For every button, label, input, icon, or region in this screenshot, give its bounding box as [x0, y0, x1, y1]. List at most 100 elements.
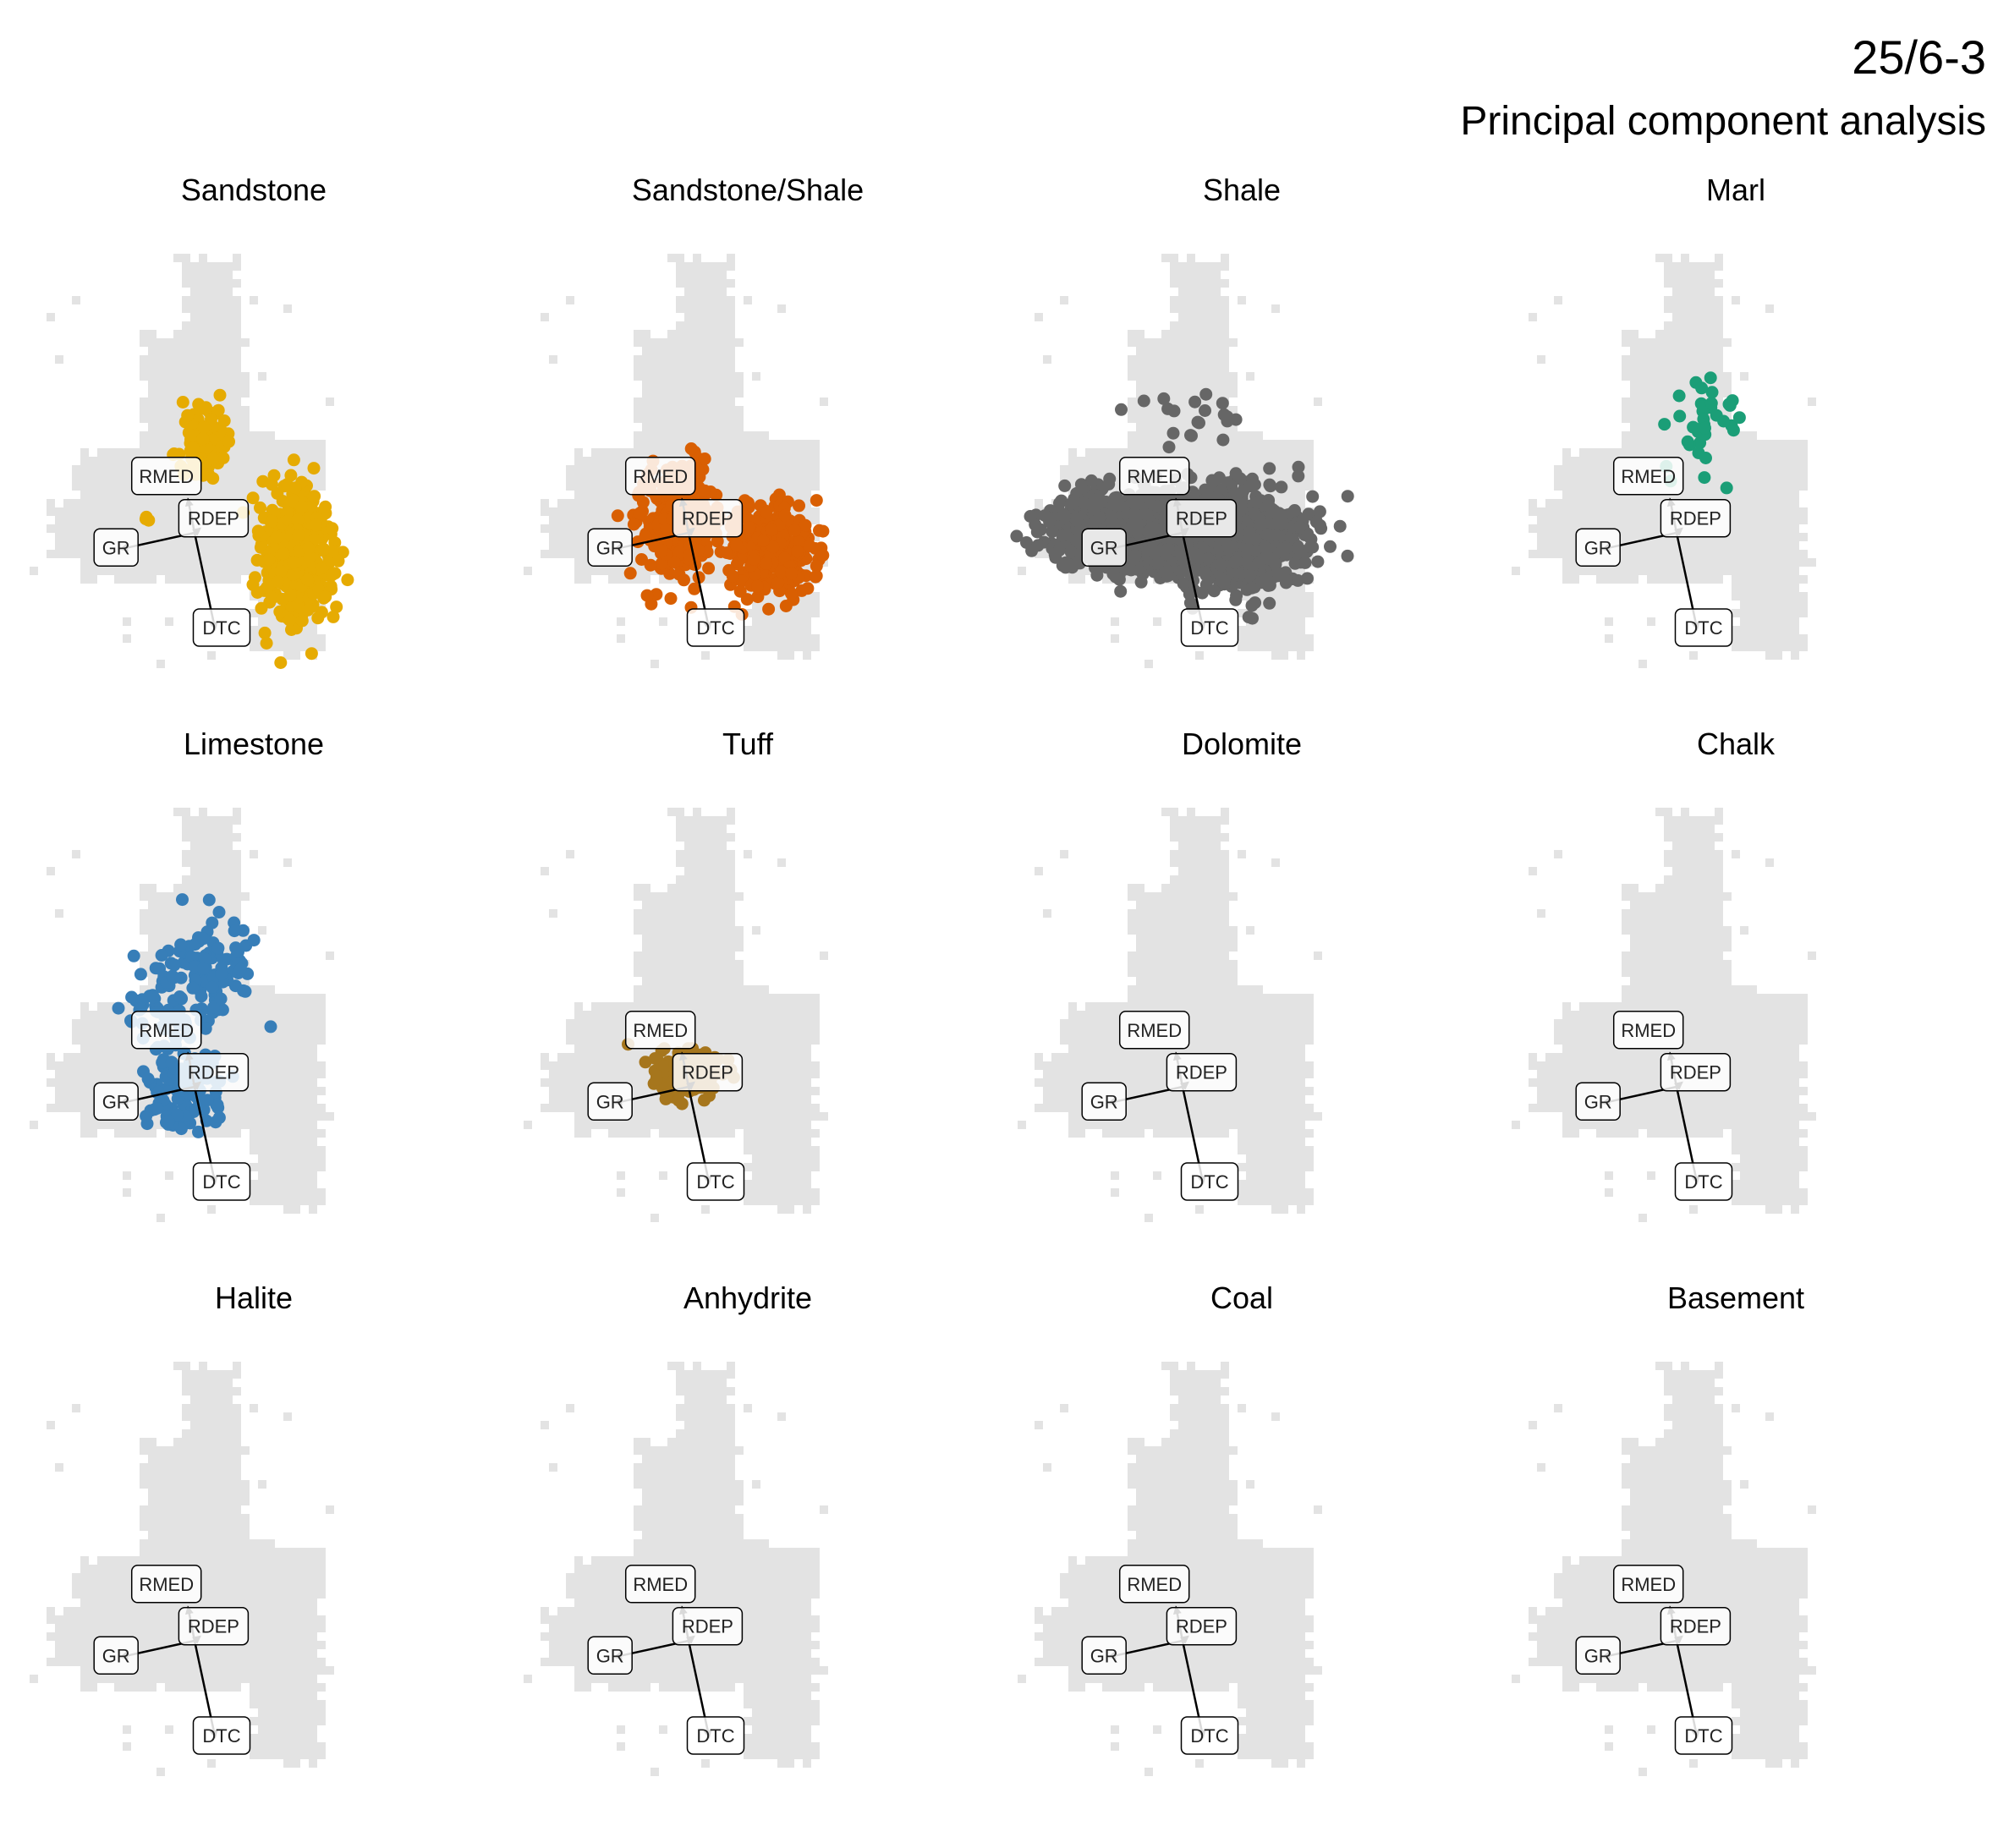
density-cell [574, 524, 583, 533]
density-cell [1153, 398, 1161, 406]
density-cell [693, 389, 701, 398]
density-cell [241, 406, 250, 414]
density-cell [1195, 482, 1204, 491]
density-cell [718, 575, 727, 584]
density-cell [1170, 381, 1178, 389]
density-cell [224, 330, 233, 338]
density-cell [317, 634, 326, 643]
density-cell [173, 406, 182, 414]
density-cell [292, 448, 300, 457]
density-cell [752, 482, 760, 491]
density-cell [190, 558, 199, 567]
density-cell [777, 609, 786, 617]
density-cell [1102, 465, 1111, 474]
density-cell [47, 550, 55, 558]
density-cell [549, 355, 557, 364]
density-cell [727, 296, 735, 304]
density-cell [292, 643, 300, 651]
density-cell [803, 592, 811, 600]
density-cell [106, 499, 114, 507]
density-cell [710, 364, 718, 372]
data-point [181, 409, 195, 422]
density-cell [1195, 288, 1204, 296]
density-cell [752, 643, 760, 651]
label-box [672, 498, 744, 538]
density-cell [224, 406, 233, 414]
density-cell [182, 381, 190, 389]
density-cell [317, 440, 326, 448]
density-cell [148, 550, 156, 558]
density-cell [55, 507, 63, 516]
density-cell [207, 389, 216, 398]
label-text: RDEP [188, 508, 239, 529]
density-cell [642, 448, 650, 457]
density-cell [1144, 448, 1153, 457]
density-cell [608, 499, 617, 507]
density-cell [106, 482, 114, 491]
density-cell [727, 364, 735, 372]
density-cell [1305, 482, 1314, 491]
density-cell [173, 414, 182, 423]
density-cell [1212, 448, 1221, 457]
density-cell [224, 381, 233, 389]
density-cell [659, 575, 667, 584]
density-cell [727, 262, 735, 271]
density-cell [233, 279, 241, 288]
density-cell [148, 431, 156, 440]
density-cell [123, 465, 131, 474]
density-cell [777, 651, 786, 660]
density-cell [1161, 364, 1170, 372]
density-cell [89, 558, 97, 567]
density-cell [140, 558, 148, 567]
density-cell [283, 448, 292, 457]
density-cell [173, 364, 182, 372]
density-cell [794, 482, 803, 491]
density-cell [148, 423, 156, 431]
density-cell [718, 364, 727, 372]
density-cell [1187, 406, 1195, 414]
density-cell [1161, 423, 1170, 431]
density-cell [684, 338, 693, 347]
density-cell [524, 567, 532, 575]
density-cell [1161, 347, 1170, 355]
density-cell [1246, 448, 1254, 457]
density-cell [1170, 338, 1178, 347]
density-cell [1238, 643, 1246, 651]
density-cell [1187, 288, 1195, 296]
density-cell [224, 491, 233, 499]
density-cell [769, 482, 777, 491]
density-cell [1305, 600, 1314, 609]
label-box [686, 608, 745, 647]
density-cell [275, 457, 283, 465]
density-cell [1280, 634, 1288, 643]
density-cell [1212, 338, 1221, 347]
density-cell [710, 338, 718, 347]
data-point [766, 540, 780, 554]
density-cell [1263, 474, 1271, 482]
data-point [784, 587, 798, 600]
density-cell [1221, 347, 1229, 355]
density-cell [744, 448, 752, 457]
density-cell [55, 533, 63, 541]
density-cell [1136, 330, 1144, 338]
density-cell [1271, 499, 1280, 507]
density-cell [1161, 431, 1170, 440]
density-cell [182, 575, 190, 584]
density-cell [114, 474, 123, 482]
density-cell [80, 524, 89, 533]
density-cell [275, 634, 283, 643]
density-cell [786, 440, 794, 448]
data-point [698, 484, 711, 497]
density-cell [309, 634, 317, 643]
density-cell [207, 541, 216, 550]
density-cell [1288, 457, 1297, 465]
density-cell [1221, 279, 1229, 288]
density-cell [735, 406, 744, 414]
data-point [301, 573, 315, 587]
density-cell [1221, 423, 1229, 431]
density-cell [752, 465, 760, 474]
density-cell [634, 550, 642, 558]
density-cell [667, 364, 676, 372]
density-cell [1271, 634, 1280, 643]
